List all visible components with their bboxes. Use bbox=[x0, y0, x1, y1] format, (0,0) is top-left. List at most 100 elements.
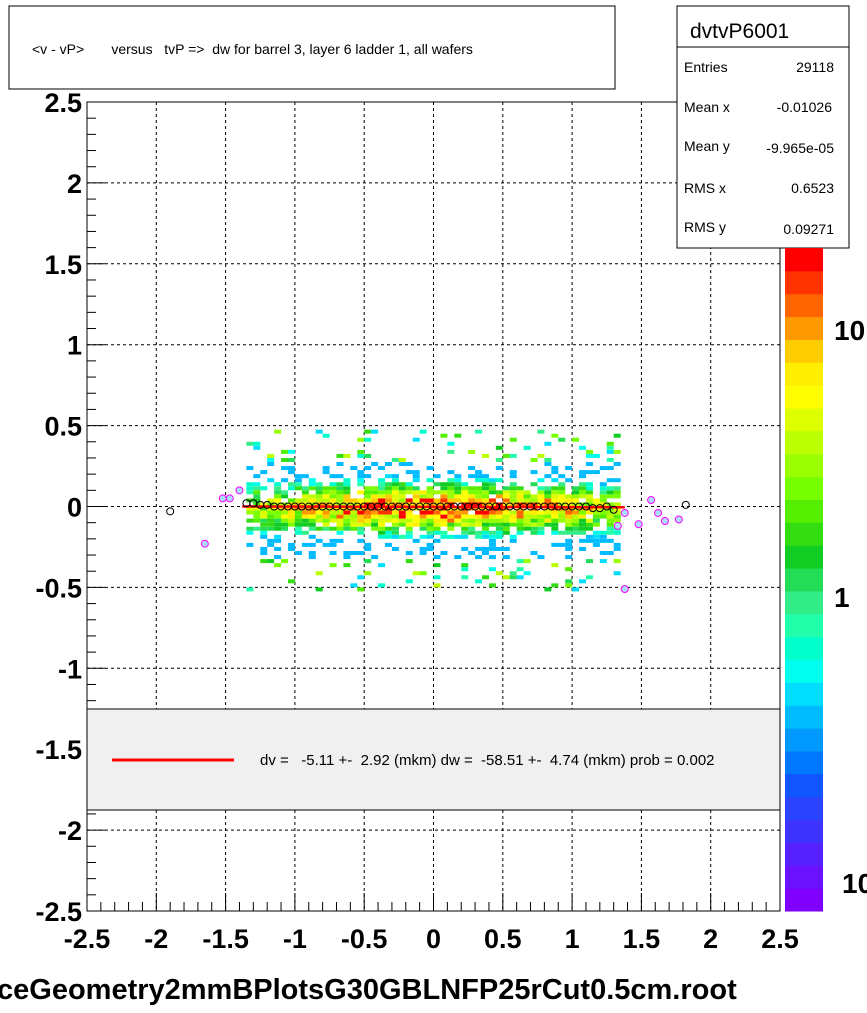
profile-point bbox=[647, 496, 656, 505]
heatmap-cell bbox=[433, 510, 441, 515]
color-scale-band bbox=[785, 430, 823, 455]
title-box bbox=[8, 5, 616, 90]
heatmap-cell bbox=[585, 526, 593, 531]
heatmap-cell bbox=[537, 498, 545, 503]
heatmap-cell bbox=[447, 441, 455, 446]
heatmap-cell bbox=[579, 522, 587, 527]
heatmap-cell bbox=[398, 498, 406, 503]
heatmap-cell bbox=[433, 482, 441, 487]
heatmap-cell bbox=[322, 518, 330, 523]
x-tick-label: -2.5 bbox=[64, 924, 111, 954]
heatmap-cell bbox=[606, 478, 614, 483]
heatmap-cell bbox=[426, 466, 434, 471]
heatmap-cell bbox=[537, 494, 545, 499]
heatmap-cell bbox=[454, 478, 462, 483]
heatmap-cell bbox=[412, 474, 420, 479]
heatmap-cell bbox=[405, 534, 413, 539]
heatmap-cell bbox=[551, 490, 559, 495]
heatmap-cell bbox=[502, 453, 510, 458]
heatmap-cell bbox=[495, 457, 503, 462]
heatmap-cell bbox=[260, 559, 268, 564]
heatmap-cell bbox=[579, 546, 587, 551]
heatmap-cell bbox=[398, 534, 406, 539]
heatmap-cell bbox=[267, 526, 275, 531]
heatmap-cell bbox=[475, 522, 483, 527]
heatmap-cell bbox=[343, 482, 351, 487]
heatmap-cell bbox=[281, 466, 289, 471]
heatmap-cell bbox=[468, 466, 476, 471]
heatmap-cell bbox=[579, 510, 587, 515]
heatmap-cell bbox=[384, 526, 392, 531]
heatmap-cell bbox=[405, 579, 413, 584]
heatmap-cell bbox=[281, 494, 289, 499]
heatmap-cell bbox=[585, 498, 593, 503]
heatmap-cell bbox=[613, 490, 621, 495]
heatmap-cell bbox=[544, 457, 552, 462]
stats-title: dvtvP6001 bbox=[690, 20, 789, 43]
heatmap-cell bbox=[440, 522, 448, 527]
heatmap-cell bbox=[260, 470, 268, 475]
heatmap-cell bbox=[592, 470, 600, 475]
heatmap-cell bbox=[482, 498, 490, 503]
heatmap-cell bbox=[544, 474, 552, 479]
heatmap-cell bbox=[301, 530, 309, 535]
heatmap-cell bbox=[405, 490, 413, 495]
heatmap-cell bbox=[315, 571, 323, 576]
heatmap-cell bbox=[488, 530, 496, 535]
profile-point bbox=[609, 505, 618, 514]
heatmap-cell bbox=[592, 510, 600, 515]
heatmap-cell bbox=[419, 514, 427, 519]
heatmap-cell bbox=[336, 462, 344, 467]
heatmap-cell bbox=[488, 498, 496, 503]
heatmap-cell bbox=[585, 510, 593, 515]
heatmap-cell bbox=[502, 510, 510, 515]
heatmap-cell bbox=[426, 518, 434, 523]
color-scale-band bbox=[785, 796, 823, 821]
color-scale-band bbox=[785, 728, 823, 752]
heatmap-cell bbox=[405, 514, 413, 519]
heatmap-cell bbox=[294, 530, 302, 535]
heatmap-cell bbox=[509, 437, 517, 442]
heatmap-cell bbox=[544, 441, 552, 446]
heatmap-cell bbox=[426, 526, 434, 531]
heatmap-cell bbox=[523, 445, 531, 450]
heatmap-cell bbox=[287, 466, 295, 471]
y-tick-label: 1 bbox=[67, 331, 82, 361]
heatmap-cell bbox=[308, 498, 316, 503]
heatmap-cell bbox=[440, 494, 448, 499]
heatmap-cell bbox=[371, 429, 379, 434]
heatmap-cell bbox=[371, 490, 379, 495]
heatmap-cell bbox=[509, 474, 517, 479]
heatmap-cell bbox=[274, 514, 282, 519]
heatmap-cell bbox=[350, 466, 358, 471]
heatmap-cell bbox=[475, 490, 483, 495]
heatmap-cell bbox=[530, 530, 538, 535]
heatmap-cell bbox=[253, 474, 261, 479]
heatmap-cell bbox=[322, 433, 330, 438]
heatmap-cell bbox=[260, 550, 268, 555]
heatmap-cell bbox=[419, 526, 427, 531]
heatmap-cell bbox=[537, 518, 545, 523]
heatmap-cell bbox=[315, 429, 323, 434]
heatmap-cell bbox=[246, 510, 254, 515]
heatmap-cell bbox=[585, 462, 593, 467]
heatmap-cell bbox=[336, 522, 344, 527]
heatmap-cell bbox=[502, 518, 510, 523]
heatmap-cell bbox=[447, 510, 455, 515]
heatmap-cell bbox=[544, 510, 552, 515]
heatmap-cell bbox=[287, 514, 295, 519]
heatmap-cell bbox=[357, 470, 365, 475]
heatmap-cell bbox=[516, 530, 524, 535]
heatmap-cell bbox=[516, 510, 524, 515]
heatmap-cell bbox=[315, 526, 323, 531]
heatmap-cell bbox=[572, 514, 580, 519]
heatmap-cell bbox=[502, 530, 510, 535]
heatmap-cell bbox=[495, 490, 503, 495]
heatmap-cell bbox=[447, 486, 455, 491]
heatmap-cell bbox=[287, 546, 295, 551]
heatmap-cell bbox=[433, 575, 441, 580]
heatmap-cell bbox=[606, 502, 614, 507]
heatmap-cell bbox=[357, 518, 365, 523]
heatmap-cell bbox=[391, 494, 399, 499]
